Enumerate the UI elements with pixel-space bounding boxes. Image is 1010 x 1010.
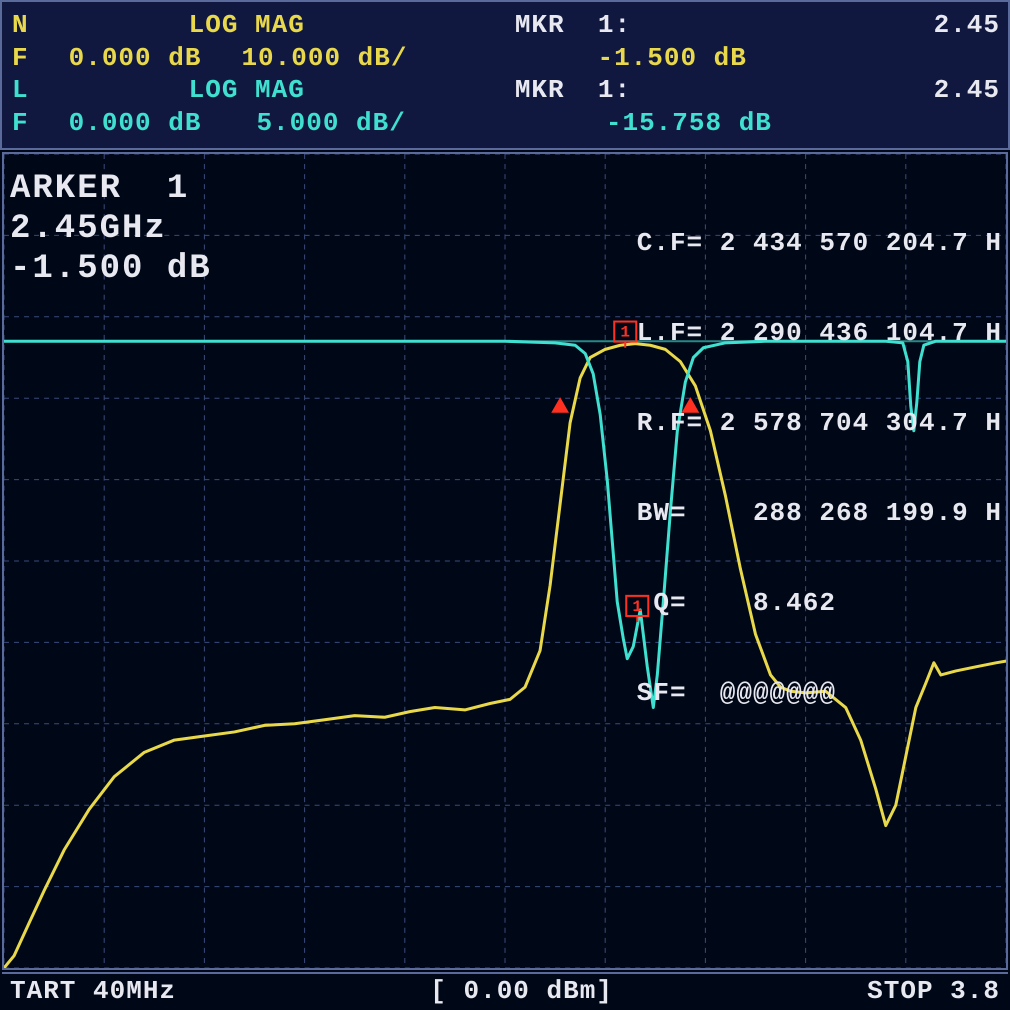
info-block: C.F= 2 434 570 204.7 H L.F= 2 290 436 10…	[637, 168, 1002, 768]
marker-freq: 2.45GHz	[10, 210, 167, 248]
flag-l: L	[12, 75, 29, 105]
start-freq: TART 40MHz	[10, 976, 176, 1006]
flag-f1: F	[12, 43, 29, 73]
mkr2-freq: 2.45	[934, 75, 1000, 105]
header-row-3: L LOG MAG MKR 1: 2.45	[12, 75, 998, 108]
scale-2: 5.000 dB/	[256, 108, 405, 138]
header-row-1: N LOG MAG MKR 1: 2.45	[12, 10, 998, 43]
mode-1: LOG MAG	[189, 10, 305, 40]
info-q: Q= 8.462	[637, 588, 1002, 618]
plot-area: 11 ARKER 1 2.45GHz -1.500 dB C.F= 2 434 …	[2, 152, 1008, 970]
svg-text:1: 1	[620, 324, 630, 342]
mode-2: LOG MAG	[189, 75, 305, 105]
mkr1-freq: 2.45	[934, 10, 1000, 40]
footer-bar: TART 40MHz [ 0.00 dBm] STOP 3.8	[2, 972, 1008, 1008]
power-level: [ 0.00 dBm]	[176, 976, 867, 1006]
mkr1-val: -1.500 dB	[597, 43, 746, 73]
info-rf: R.F= 2 578 704 304.7 H	[637, 408, 1002, 438]
stop-freq: STOP 3.8	[867, 976, 1000, 1006]
info-cf: C.F= 2 434 570 204.7 H	[637, 228, 1002, 258]
mkr2-val: -15.758 dB	[606, 108, 772, 138]
header-row-2: F 0.000 dB 10.000 dB/ -1.500 dB	[12, 43, 998, 76]
ref-1: 0.000 dB	[69, 43, 202, 73]
marker-val: -1.500 dB	[10, 250, 212, 288]
header-panel: N LOG MAG MKR 1: 2.45 F 0.000 dB 10.000 …	[0, 0, 1010, 150]
scale-1: 10.000 dB/	[241, 43, 407, 73]
marker-title: ARKER 1	[10, 170, 189, 208]
flag-f2: F	[12, 108, 29, 138]
info-bw: BW= 288 268 199.9 H	[637, 498, 1002, 528]
info-lf: L.F= 2 290 436 104.7 H	[637, 318, 1002, 348]
mkr1-label: MKR 1:	[515, 10, 631, 40]
mkr2-label: MKR 1:	[515, 75, 631, 105]
header-row-4: F 0.000 dB 5.000 dB/ -15.758 dB	[12, 108, 998, 141]
info-sf: SF= @@@@@@@	[637, 678, 1002, 708]
flag-n: N	[12, 10, 29, 40]
ref-2: 0.000 dB	[69, 108, 202, 138]
